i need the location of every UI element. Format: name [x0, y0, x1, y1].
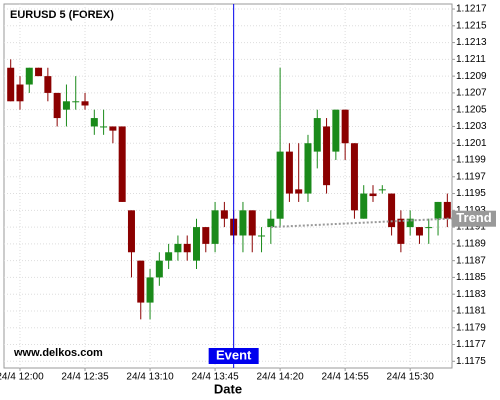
trend-label-box — [452, 210, 496, 227]
candle-body — [267, 218, 275, 228]
x-tick-label: 24/4 14:55 — [322, 372, 370, 383]
x-tick-label: 24/4 12:35 — [61, 372, 109, 383]
candle-body — [62, 101, 70, 110]
y-tick-label: 1.1191 — [456, 222, 486, 233]
candle-body — [174, 243, 182, 253]
y-tick-label: 1.1205 — [456, 104, 487, 115]
candle-body — [81, 101, 89, 106]
candle-body — [369, 193, 377, 197]
y-tick-label: 1.1209 — [456, 71, 487, 82]
y-tick-label: 1.1213 — [456, 37, 487, 48]
candle-body — [211, 210, 219, 244]
y-tick-label: 1.1193 — [456, 205, 486, 216]
candle-body — [276, 151, 284, 219]
candle-body — [127, 210, 135, 253]
candle-body — [443, 201, 451, 219]
watermark: www.delkos.com — [13, 347, 103, 359]
y-tick-label: 1.1175 — [456, 356, 486, 367]
trend-label: Trend — [456, 210, 491, 225]
candle-body — [415, 227, 423, 236]
candle-body — [239, 210, 247, 236]
x-tick-label: 24/4 12:00 — [0, 372, 44, 383]
y-tick-label: 1.1215 — [456, 20, 487, 31]
x-tick-label: 24/4 13:45 — [191, 372, 239, 383]
candle-body — [360, 193, 368, 219]
y-tick-label: 1.1185 — [456, 272, 486, 283]
y-tick-label: 1.1179 — [456, 322, 486, 333]
x-tick-label: 24/4 13:10 — [126, 372, 174, 383]
candle-body — [183, 243, 191, 253]
event-label: Event — [216, 347, 252, 362]
candle-body — [397, 218, 405, 244]
plot-frame — [3, 3, 453, 369]
x-tick-label: 24/4 14:20 — [256, 372, 304, 383]
y-tick-label: 1.1181 — [456, 306, 486, 317]
chart-title: EURUSD 5 (FOREX) — [10, 9, 114, 21]
candle-body — [16, 84, 24, 102]
candle-body — [90, 118, 98, 127]
candle-body — [332, 109, 340, 152]
candle-body — [193, 227, 200, 261]
candle-body — [434, 201, 442, 219]
y-tick-label: 1.1195 — [456, 188, 486, 199]
candle-body — [100, 126, 108, 128]
candle-body — [378, 189, 386, 191]
y-tick-label: 1.1183 — [456, 289, 486, 300]
candle-body — [406, 218, 414, 228]
candle-body — [323, 126, 331, 186]
y-tick-label: 1.1203 — [456, 121, 487, 132]
candle-body — [425, 227, 433, 229]
candle-body — [118, 126, 126, 202]
y-tick-label: 1.1187 — [456, 255, 486, 266]
candle-body — [313, 118, 321, 152]
candle-body — [258, 235, 266, 237]
x-tick-label: 24/4 15:30 — [387, 372, 435, 383]
y-tick-label: 1.1201 — [456, 138, 487, 149]
candle-body — [137, 260, 145, 303]
candle-body — [53, 92, 61, 119]
trend-line — [270, 217, 453, 229]
candle-body — [35, 67, 43, 77]
y-tick-label: 1.1211 — [456, 54, 486, 65]
candle-body — [285, 151, 293, 194]
candle-body — [350, 143, 358, 211]
candle-body — [341, 109, 349, 144]
y-tick-label: 1.1177 — [456, 339, 486, 350]
candle-body — [220, 210, 228, 219]
candle-body — [72, 101, 80, 103]
candle-body — [155, 260, 163, 278]
candle-body — [304, 143, 312, 194]
y-tick-label: 1.1199 — [456, 155, 486, 166]
x-axis-label: Date — [214, 381, 242, 396]
candle-body — [295, 189, 303, 194]
candle-body — [25, 67, 33, 85]
candle-body — [146, 277, 154, 303]
candle-body — [388, 193, 396, 228]
candle-body — [109, 126, 117, 131]
y-tick-label: 1.1197 — [456, 171, 486, 182]
y-tick-label: 1.1207 — [456, 88, 487, 99]
event-label-box — [208, 348, 259, 364]
y-tick-label: 1.1217 — [456, 4, 487, 15]
y-tick-label: 1.1189 — [456, 239, 486, 250]
candle-body — [7, 67, 15, 102]
candle-body — [248, 210, 256, 236]
candle-body — [165, 252, 173, 261]
candle-body — [44, 76, 52, 93]
candle-body — [202, 227, 210, 244]
